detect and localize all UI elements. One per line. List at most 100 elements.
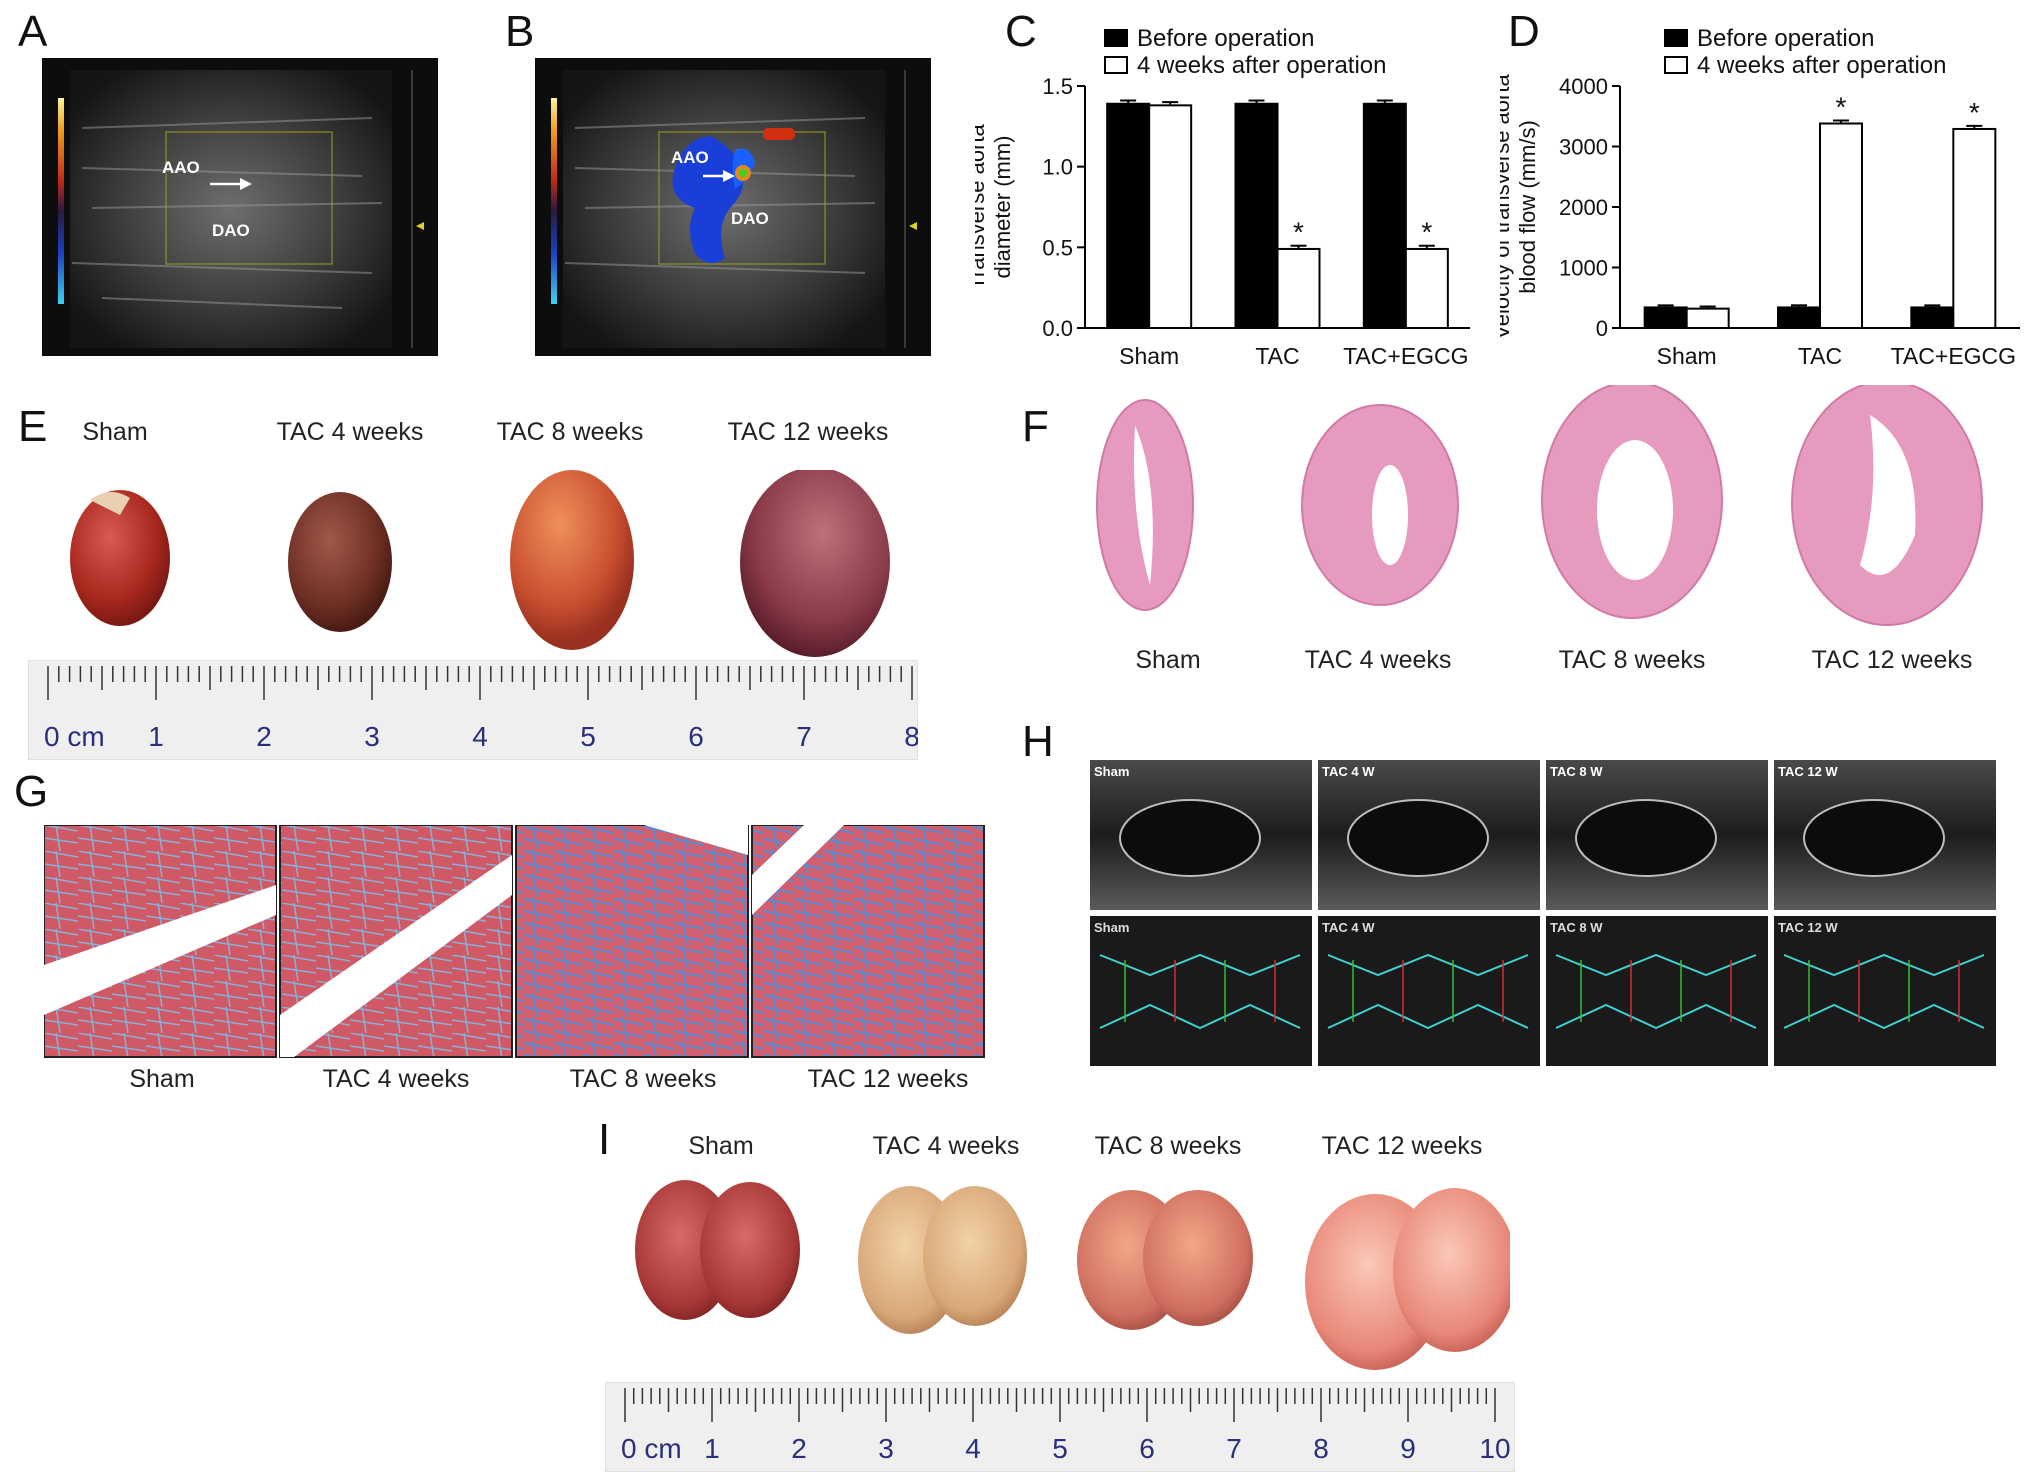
lung-tac4 (858, 1186, 1027, 1334)
category-label: TAC+EGCG (1891, 343, 2016, 369)
panel-label-i: I (598, 1115, 611, 1164)
bar-tac-0 (1234, 102, 1279, 329)
legend-swatch-1 (1664, 56, 1688, 74)
bar-tac-1 (1819, 122, 1863, 330)
caption-i-tac8: TAC 8 weeks (1094, 1132, 1242, 1160)
mmode-trace-upper (1327, 953, 1529, 977)
caption-g-tac4: TAC 4 weeks (322, 1065, 470, 1093)
y-tick-label: 1000 (1559, 256, 1608, 281)
mmode-trace-upper (1099, 953, 1301, 977)
ruler-label: 5 (1052, 1433, 1068, 1464)
bar-tacegcg-0 (1910, 306, 1955, 329)
bar-sham-0 (1106, 102, 1151, 329)
ruler-label: 8 (904, 721, 918, 752)
ruler-body (28, 660, 918, 760)
ruler-label: 1 (704, 1433, 720, 1464)
ruler-i: 0 cm 1 2 3 4 5 6 7 8 9 10 (605, 1382, 1515, 1472)
echo-mode-tag: TAC 4 W (1322, 920, 1375, 935)
ruler-label: 6 (1139, 1433, 1155, 1464)
category-label: Sham (1657, 343, 1717, 369)
ruler-label: 0 cm (44, 721, 105, 752)
mmode-trace-lower (1783, 1003, 1985, 1030)
echo-mmode-frame (1546, 916, 1768, 1066)
y-tick-label: 2000 (1559, 195, 1608, 220)
trichrome-tac8 (515, 825, 749, 1058)
ruler-label: 4 (472, 721, 488, 752)
lv-cavity (1575, 799, 1717, 877)
ruler-label: 0 cm (621, 1433, 682, 1464)
significance-star: * (1421, 217, 1432, 248)
echo-frame-tag: TAC 8 W (1550, 764, 1603, 779)
y-axis-label: blood flow (mm/s) (1515, 120, 1540, 294)
lungs-photo-i (635, 1180, 1510, 1370)
mmode-trace-lower (1555, 1003, 1757, 1030)
echo-mmode-frame (1090, 916, 1312, 1066)
caption-g-tac12: TAC 12 weeks (807, 1065, 969, 1093)
lv-cavity (1119, 799, 1261, 877)
significance-star: * (1969, 97, 1980, 128)
echo-mode-tag: Sham (1094, 920, 1129, 935)
ruler-label: 3 (364, 721, 380, 752)
panel-label-c: C (1005, 7, 1037, 56)
caption-e-tac4: TAC 4 weeks (276, 418, 424, 446)
caption-f-tac12: TAC 12 weeks (1811, 646, 1973, 674)
echo-mode-tag: TAC 8 W (1550, 920, 1603, 935)
panel-label-d: D (1508, 7, 1540, 56)
bar-sham-1 (1148, 104, 1193, 329)
panel-label-f: F (1022, 402, 1049, 451)
y-axis-label: diameter (mm) (990, 135, 1015, 278)
legend-swatch-0 (1104, 29, 1128, 47)
panel-label-e: E (18, 402, 48, 451)
echo-mode-tag: TAC 12 W (1778, 920, 1838, 935)
lv-cavity (1347, 799, 1489, 877)
y-tick-label: 0 (1596, 316, 1608, 341)
legend-swatch-0 (1664, 29, 1688, 47)
caption-i-tac12: TAC 12 weeks (1321, 1132, 1483, 1160)
ruler-label: 3 (878, 1433, 894, 1464)
hearts-photo-e (70, 470, 890, 657)
ruler-label: 8 (1313, 1433, 1329, 1464)
caption-f-sham: Sham (1135, 646, 1201, 674)
bar-tacegcg-1 (1404, 247, 1449, 330)
caption-f-tac8: TAC 8 weeks (1558, 646, 1706, 674)
panel-label-a: A (18, 7, 48, 56)
echo-mmode-frame (1318, 916, 1540, 1066)
category-label: Sham (1119, 343, 1179, 369)
panel-label-h: H (1022, 717, 1054, 766)
legend-label-1: 4 weeks after operation (1137, 52, 1386, 79)
doppler-image-b: AAO DAO (535, 58, 931, 356)
bar-tacegcg-0 (1362, 102, 1407, 329)
he-sections-f (1096, 385, 1983, 626)
bar-sham-1 (1685, 307, 1730, 330)
y-tick-label: 3000 (1559, 135, 1608, 160)
y-tick-label: 4000 (1559, 74, 1608, 99)
caption-g-tac8: TAC 8 weeks (569, 1065, 717, 1093)
legend-label-1: 4 weeks after operation (1697, 52, 1946, 79)
bar-sham-0 (1643, 306, 1688, 329)
ruler-label: 2 (791, 1433, 807, 1464)
y-axis-label: Velocity of transverse aorta (1500, 74, 1514, 340)
significance-star: * (1293, 217, 1304, 248)
aao-label-a: AAO (162, 158, 200, 177)
lung-sham (635, 1180, 800, 1320)
y-tick-label: 1.5 (1042, 74, 1073, 99)
significance-star: * (1836, 91, 1847, 122)
heart-tac12 (740, 470, 890, 657)
ruler-label: 7 (796, 721, 812, 752)
y-axis-label: Transverse aorta (975, 124, 989, 290)
y-tick-label: 0.0 (1042, 316, 1073, 341)
ruler-label: 6 (688, 721, 704, 752)
ruler-e: 0 cm 1 2 3 4 5 6 7 8 (28, 660, 918, 760)
ruler-label: 5 (580, 721, 596, 752)
caption-i-tac4: TAC 4 weeks (872, 1132, 1020, 1160)
bar-tac-1 (1276, 247, 1321, 330)
caption-g-sham: Sham (129, 1065, 195, 1093)
echo-frame-tag: Sham (1094, 764, 1129, 779)
caption-e-sham: Sham (82, 418, 148, 446)
ruler-label: 7 (1226, 1433, 1242, 1464)
heart-sham (70, 490, 170, 626)
aao-label-b: AAO (671, 148, 709, 167)
caption-e-tac12: TAC 12 weeks (727, 418, 889, 446)
